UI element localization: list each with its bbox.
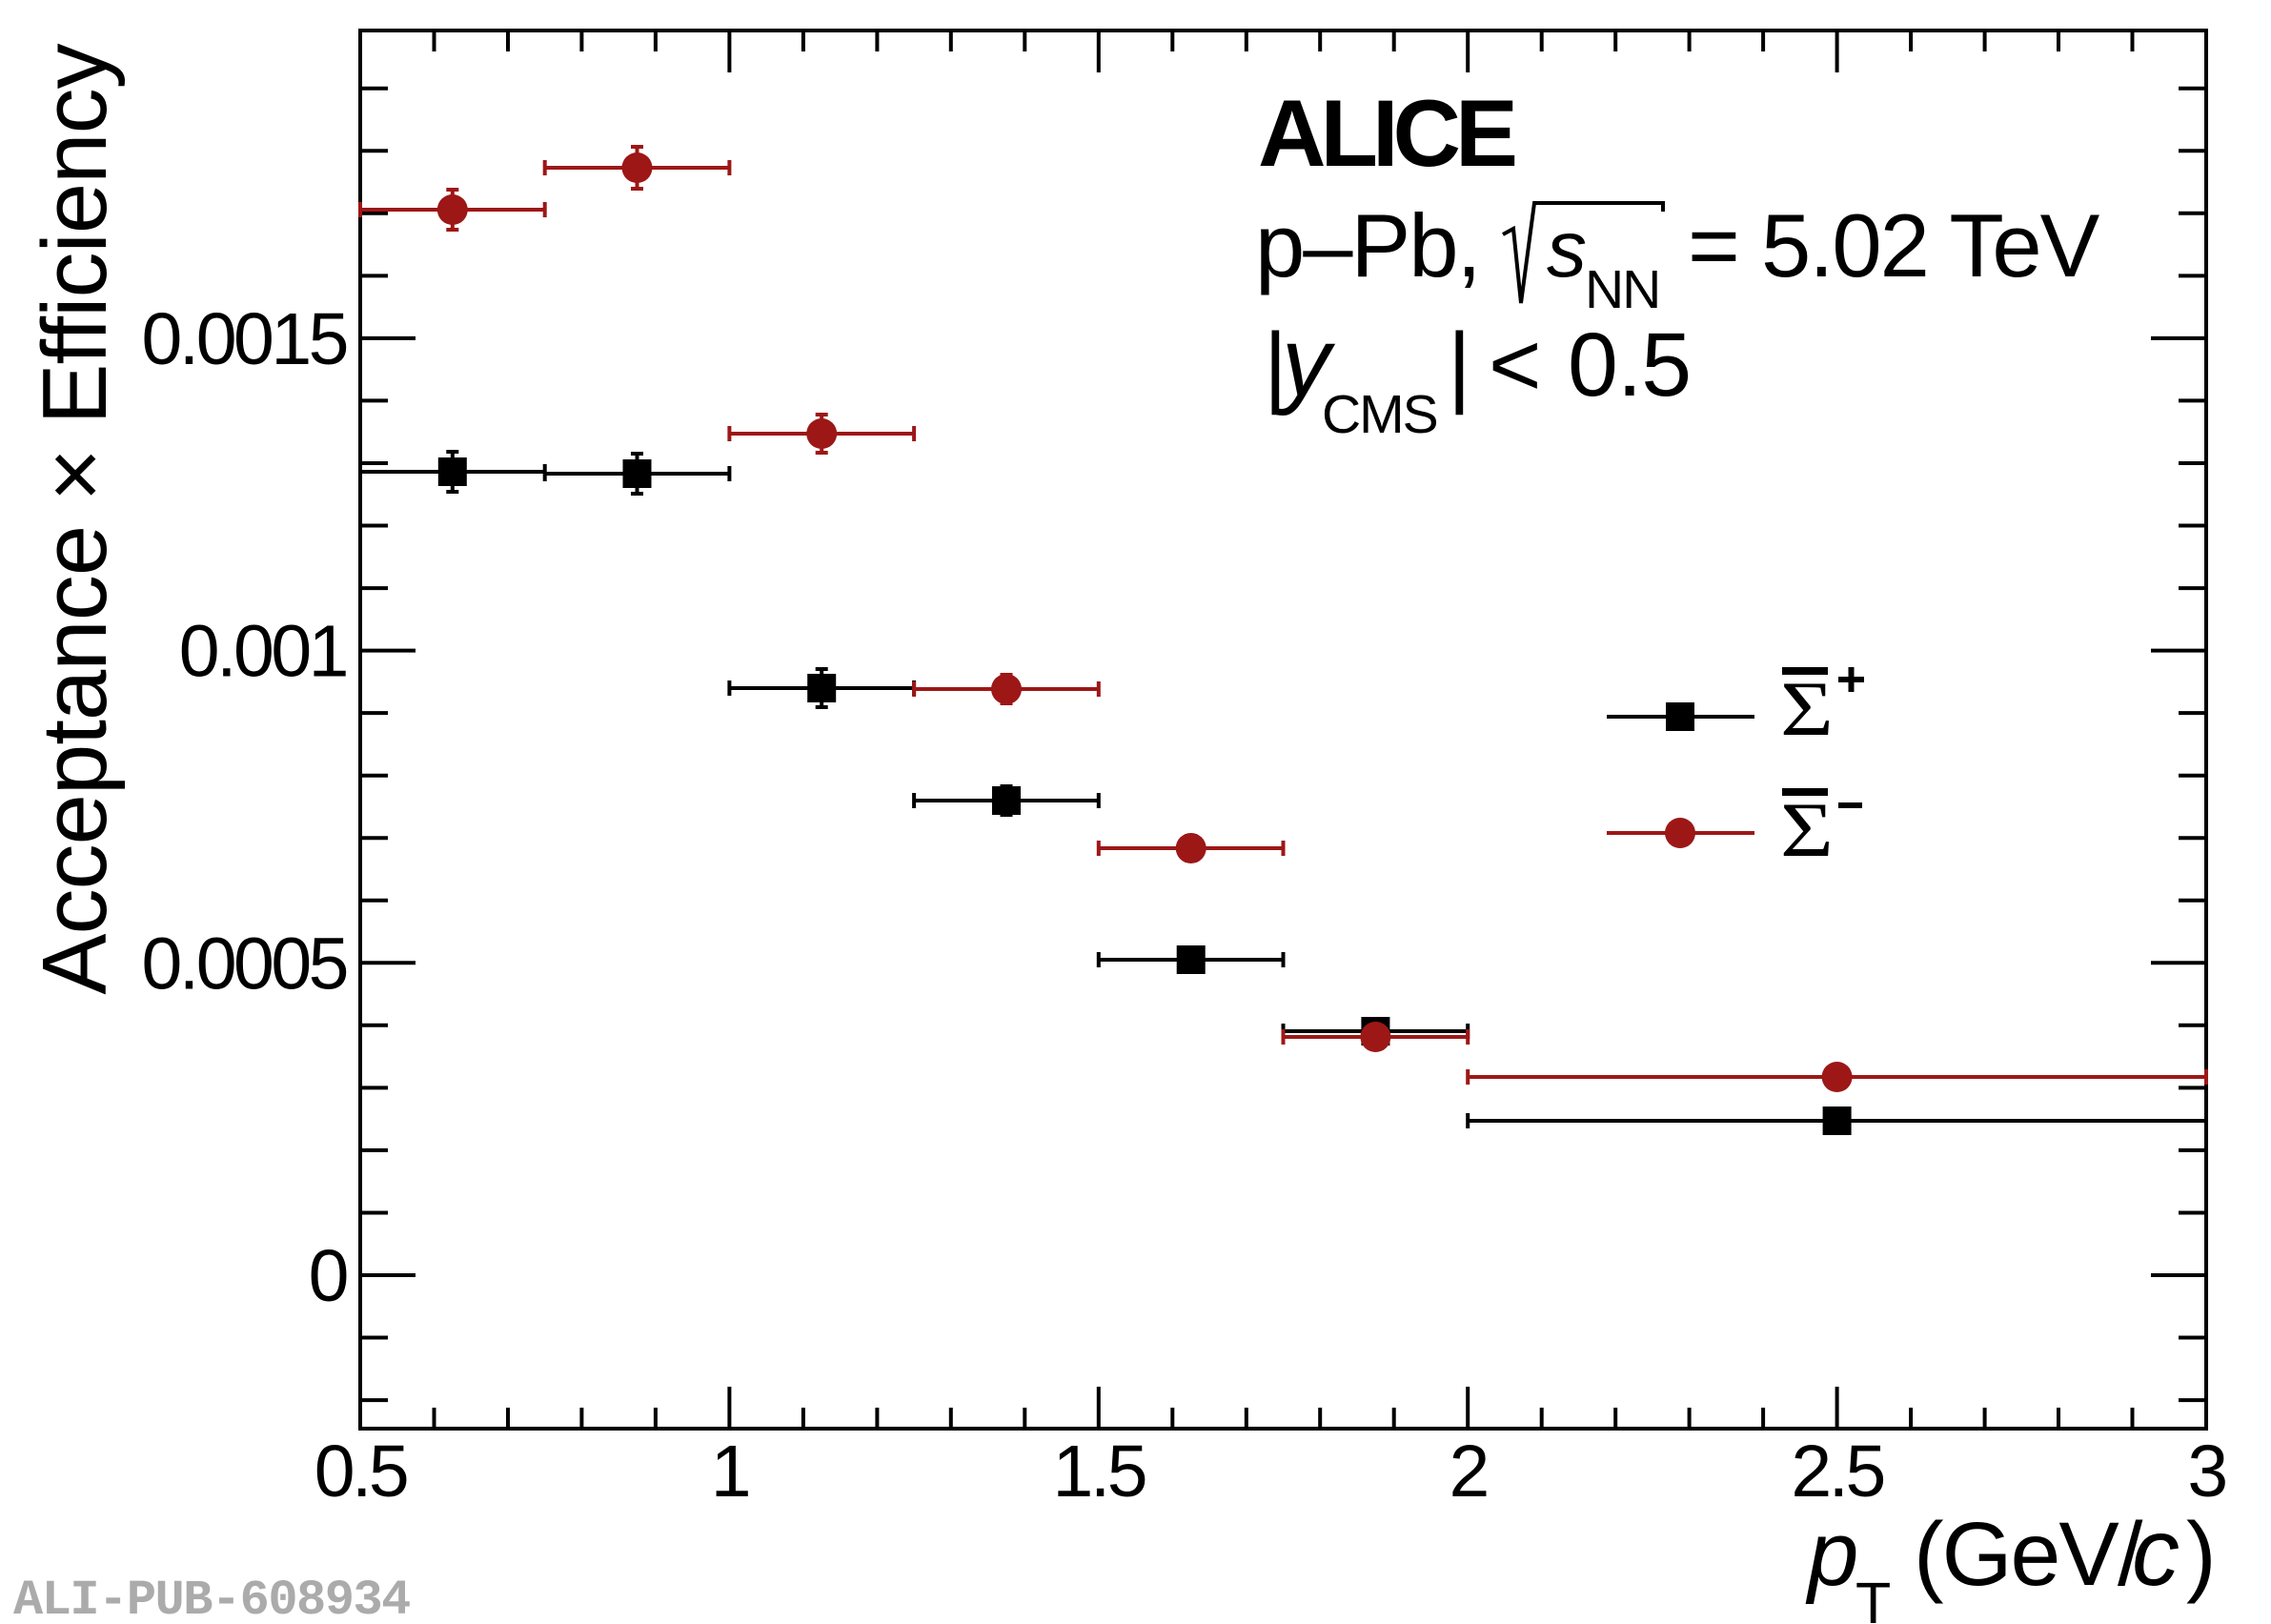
svg-text:0.5: 0.5 [314,1431,407,1512]
svg-text:/: / [2118,1504,2143,1605]
svg-text:0.0015: 0.0015 [141,298,346,380]
svg-text:ALICE: ALICE [1258,80,1515,186]
svg-text:0.5: 0.5 [1568,315,1691,416]
svg-text:|: | [1264,315,1287,416]
svg-text:2.5: 2.5 [1791,1431,1883,1512]
svg-text:1: 1 [711,1431,749,1512]
svg-text:c: c [2132,1499,2180,1606]
svg-text:y: y [1276,308,1336,416]
svg-text:1.5: 1.5 [1053,1431,1146,1512]
svg-text:Σ: Σ [1780,786,1834,873]
svg-text:<: < [1489,315,1540,416]
svg-text:2: 2 [1450,1431,1487,1512]
svg-text:): ) [2186,1504,2215,1605]
svg-text:0.001: 0.001 [179,611,347,693]
svg-text:CMS: CMS [1322,384,1437,445]
svg-text:NN: NN [1585,259,1659,320]
svg-text:s: s [1547,204,1587,294]
svg-text:Σ: Σ [1780,665,1834,752]
svg-text:ALI-PUB-608934: ALI-PUB-608934 [13,1573,410,1624]
svg-text:3: 3 [2187,1431,2225,1512]
svg-text:|: | [1448,315,1470,416]
svg-text:= 5.02 TeV: = 5.02 TeV [1688,195,2100,295]
svg-text:0.0005: 0.0005 [141,923,346,1005]
svg-text:p: p [1805,1503,1858,1605]
svg-text:T: T [1855,1571,1891,1624]
svg-text:Acceptance × Efficiency: Acceptance × Efficiency [24,43,126,994]
svg-text:(GeV: (GeV [1914,1504,2119,1605]
svg-text:p–Pb,: p–Pb, [1255,195,1480,295]
svg-text:0: 0 [309,1235,347,1317]
